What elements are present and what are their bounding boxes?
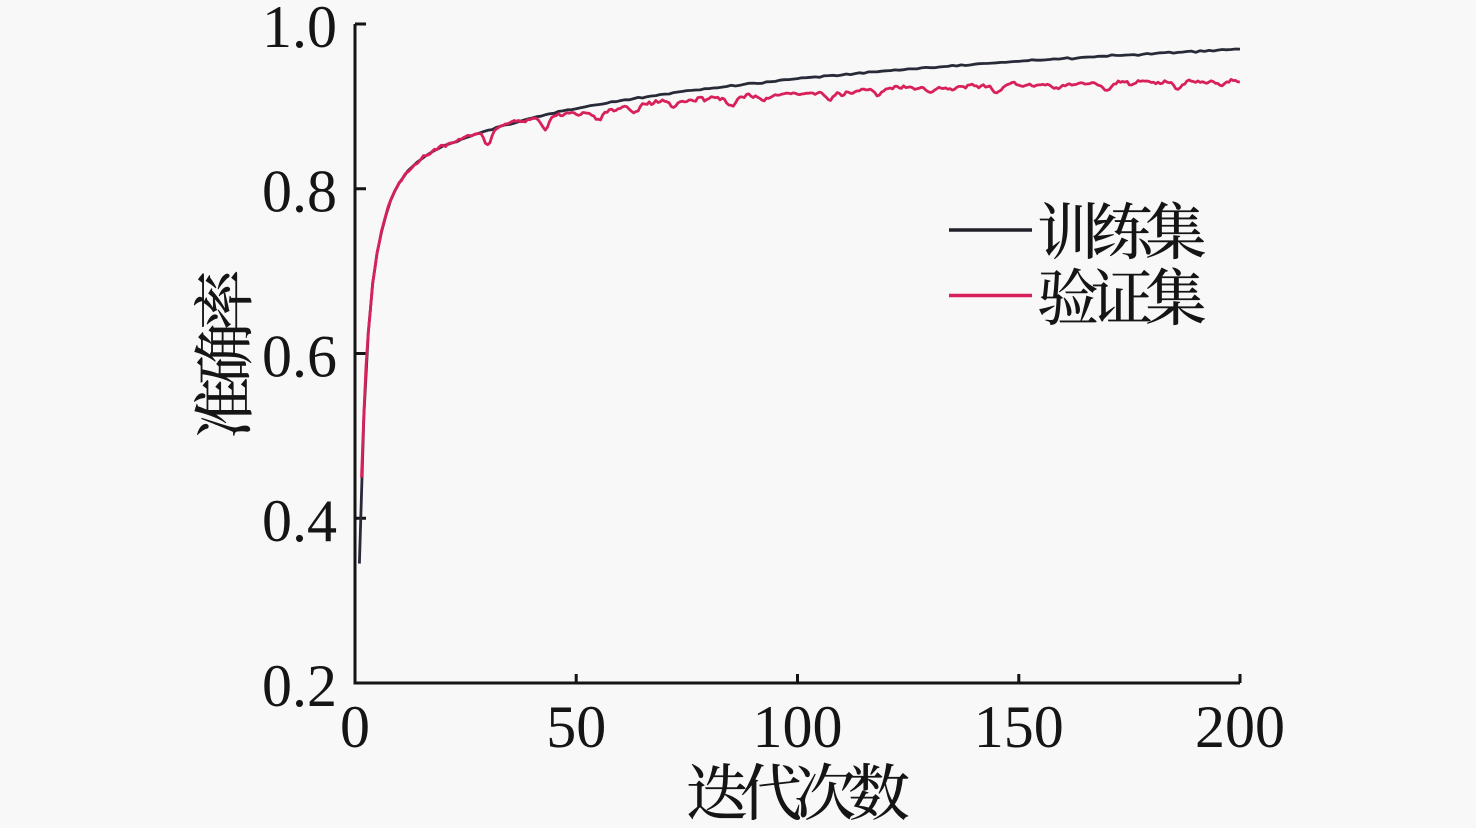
svg-text:150: 150 <box>974 694 1064 760</box>
svg-text:0.2: 0.2 <box>262 653 337 719</box>
svg-text:0.4: 0.4 <box>262 488 337 554</box>
svg-text:0: 0 <box>340 694 370 760</box>
svg-text:1.0: 1.0 <box>262 0 337 60</box>
svg-text:50: 50 <box>546 694 606 760</box>
svg-text:0.8: 0.8 <box>262 159 337 225</box>
svg-text:200: 200 <box>1195 694 1285 760</box>
svg-text:0.6: 0.6 <box>262 324 337 390</box>
svg-text:100: 100 <box>753 694 843 760</box>
